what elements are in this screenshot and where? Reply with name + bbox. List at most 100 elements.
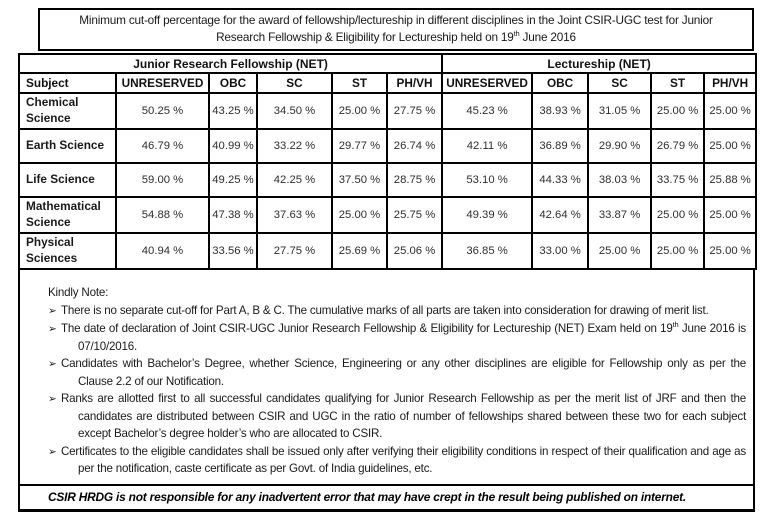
col-header-jrf-unreserved: UNRESERVED: [115, 72, 210, 95]
col-header-lect-phvh: PH/VH: [703, 72, 758, 95]
col-header-jrf-obc: OBC: [208, 72, 258, 95]
table-group-header-row: Junior Research Fellowship (NET) Lecture…: [17, 53, 758, 75]
table-row-life-science: Life Science 59.00 % 49.25 % 42.25 % 37.…: [18, 162, 758, 199]
cutoff-cell: 36.85 %: [441, 231, 534, 270]
note-text: Candidates with Bachelor’s Degree, wheth…: [61, 357, 746, 388]
arrow-bullet-icon: ➢: [48, 358, 57, 370]
cutoff-cell: 47.38 %: [208, 196, 258, 234]
notes-heading: Kindly Note:: [48, 285, 109, 299]
col-header-lect-obc: OBC: [531, 72, 590, 95]
cutoff-cell: 25.00 %: [703, 92, 758, 131]
cutoff-cell: 33.87 %: [587, 196, 653, 234]
cutoff-cell: 50.25 %: [115, 92, 210, 131]
cutoff-cell: 44.33 %: [531, 162, 590, 199]
cutoff-cell: 33.22 %: [256, 128, 333, 165]
note-text: The date of declaration of Joint CSIR-UG…: [61, 321, 673, 335]
cutoff-cell: 37.63 %: [256, 196, 333, 234]
table-row-physical-sciences: Physical Sciences 40.94 % 33.56 % 27.75 …: [18, 231, 758, 270]
cutoff-cell: 25.88 %: [703, 162, 758, 199]
cutoff-cell: 42.25 %: [256, 162, 333, 199]
subject-cell: Physical Sciences: [18, 231, 117, 270]
arrow-bullet-icon: ➢: [48, 445, 57, 458]
col-header-subject: Subject: [18, 72, 117, 95]
group-header-jrf: Junior Research Fellowship (NET): [17, 53, 444, 75]
cutoff-cell: 25.06 %: [385, 231, 444, 270]
col-header-lect-st: ST: [650, 72, 706, 95]
cutoff-cell: 27.75 %: [385, 92, 444, 131]
col-header-jrf-sc: SC: [256, 72, 333, 95]
note-text-end: June 2016 is 07/10/2016.: [78, 321, 746, 353]
cutoff-cell: 25.69 %: [331, 231, 388, 270]
title-superscript: th: [513, 29, 520, 39]
cutoff-cell: 28.75 %: [385, 162, 444, 199]
col-header-jrf-st: ST: [331, 72, 388, 95]
note-text: Certificates to the eligible candidates …: [61, 444, 746, 476]
note-item-ranks-allotment: ➢ Ranks are allotted first to all success…: [48, 390, 746, 443]
cutoff-cell: 25.00 %: [331, 196, 388, 234]
cutoff-cell: 33.00 %: [531, 231, 590, 270]
table-column-header-row: Subject UNRESERVED OBC SC ST PH/VH UNRES…: [18, 72, 758, 95]
note-text: Ranks are allotted first to all successf…: [61, 392, 746, 441]
title-text: Minimum cut-off percentage for the award…: [79, 13, 713, 45]
table-row-chemical-science: Chemical Science 50.25 % 43.25 % 34.50 %…: [18, 92, 758, 131]
notes-section: Kindly Note: ➢ There is no separate cut-o…: [18, 267, 755, 486]
note-text: There is no separate cut-off for Part A,…: [61, 304, 709, 318]
note-superscript: th: [672, 320, 679, 329]
table-row-earth-science: Earth Science 46.79 % 40.99 % 33.22 % 29…: [18, 128, 758, 165]
cutoff-cell: 33.56 %: [208, 231, 258, 270]
cutoff-cell: 34.50 %: [256, 92, 333, 131]
note-item-certificates: ➢ Certificates to the eligible candidates…: [48, 443, 746, 478]
cutoff-cell: 33.75 %: [650, 162, 706, 199]
cutoff-cell: 25.75 %: [385, 196, 444, 234]
cutoff-cell: 37.50 %: [331, 162, 388, 199]
document-title: Minimum cut-off percentage for the award…: [38, 8, 754, 52]
cutoff-cell: 25.00 %: [650, 196, 706, 234]
cutoff-cell: 25.00 %: [587, 231, 653, 270]
cutoff-cell: 49.25 %: [208, 162, 258, 199]
table-row-mathematical-science: Mathematical Science 54.88 % 47.38 % 37.…: [18, 196, 758, 234]
cutoff-cell: 26.79 %: [650, 128, 706, 165]
cutoff-cell: 49.39 %: [441, 196, 534, 234]
col-header-lect-sc: SC: [587, 72, 653, 95]
arrow-bullet-icon: ➢: [48, 322, 57, 335]
cutoff-cell: 53.10 %: [441, 162, 534, 199]
subject-cell: Life Science: [18, 162, 117, 199]
cutoff-cell: 42.64 %: [531, 196, 590, 234]
col-header-jrf-phvh: PH/VH: [385, 72, 444, 95]
title-text-end: June 2016: [519, 30, 577, 45]
cutoff-cell: 29.90 %: [587, 128, 653, 165]
cutoff-cell: 29.77 %: [331, 128, 388, 165]
cutoff-cell: 46.79 %: [115, 128, 210, 165]
col-header-lect-unreserved: UNRESERVED: [441, 72, 534, 95]
note-item-cutoff-parts: ➢ There is no separate cut-off for Part A…: [48, 302, 746, 320]
note-item-bachelors-eligibility: ➢ Candidates with Bachelor’s Degree, whet…: [48, 355, 746, 390]
cutoff-cell: 25.00 %: [331, 92, 388, 131]
arrow-bullet-icon: ➢: [48, 305, 57, 318]
subject-cell: Mathematical Science: [18, 196, 117, 234]
cutoff-cell: 26.74 %: [385, 128, 444, 165]
cutoff-cell: 25.00 %: [703, 128, 758, 165]
subject-cell: Chemical Science: [18, 92, 117, 131]
cutoff-cell: 40.94 %: [115, 231, 210, 270]
cutoff-cell: 40.99 %: [208, 128, 258, 165]
cutoff-cell: 25.00 %: [650, 92, 706, 131]
group-header-lectureship: Lectureship (NET): [441, 53, 758, 75]
cutoff-cell: 25.00 %: [703, 231, 758, 270]
cutoff-cell: 43.25 %: [208, 92, 258, 131]
cutoff-cell: 38.03 %: [587, 162, 653, 199]
disclaimer-text: CSIR HRDG is not responsible for any ina…: [48, 489, 686, 504]
document-page: Minimum cut-off percentage for the award…: [0, 8, 771, 526]
cutoff-cell: 59.00 %: [115, 162, 210, 199]
cutoff-cell: 25.00 %: [703, 196, 758, 234]
main-content: Junior Research Fellowship (NET) Lecture…: [17, 53, 758, 512]
cutoff-cell: 54.88 %: [115, 196, 210, 234]
notes-list: ➢ There is no separate cut-off for Part A…: [48, 302, 746, 478]
cutoff-cell: 42.11 %: [441, 128, 534, 165]
cutoff-cell: 25.00 %: [650, 231, 706, 270]
disclaimer-footer: CSIR HRDG is not responsible for any ina…: [18, 483, 755, 512]
cutoff-cell: 38.93 %: [531, 92, 590, 131]
subject-cell: Earth Science: [18, 128, 117, 165]
cutoff-cell: 45.23 %: [441, 92, 534, 131]
cutoff-cell: 27.75 %: [256, 231, 333, 270]
cutoff-cell: 36.89 %: [531, 128, 590, 165]
